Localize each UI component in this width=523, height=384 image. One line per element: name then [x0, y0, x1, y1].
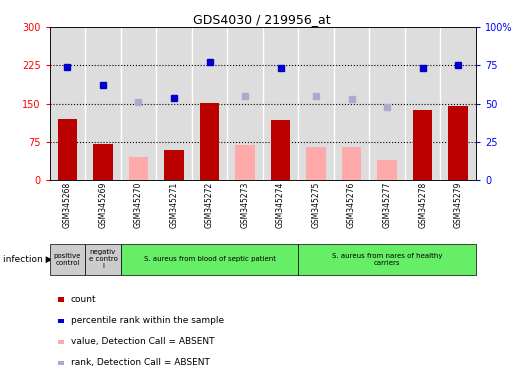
Bar: [93, 144, 113, 180]
Bar: [298, 27, 334, 180]
Text: S. aureus from nares of healthy
carriers: S. aureus from nares of healthy carriers: [332, 253, 442, 266]
Bar: [448, 106, 468, 180]
Bar: [129, 157, 148, 180]
Bar: [228, 27, 263, 180]
Bar: [440, 27, 476, 180]
Text: infection ▶: infection ▶: [3, 255, 52, 264]
Bar: [271, 120, 290, 180]
Text: S. aureus from blood of septic patient: S. aureus from blood of septic patient: [143, 256, 276, 262]
Bar: [156, 27, 192, 180]
Bar: [369, 27, 405, 180]
Text: percentile rank within the sample: percentile rank within the sample: [71, 316, 224, 325]
Bar: [263, 27, 298, 180]
Bar: [235, 145, 255, 180]
Bar: [50, 27, 85, 180]
Bar: [342, 147, 361, 180]
Text: negativ
e contro
l: negativ e contro l: [88, 249, 117, 269]
Bar: [334, 27, 369, 180]
Bar: [306, 147, 326, 180]
Bar: [200, 103, 219, 180]
Bar: [85, 27, 121, 180]
Bar: [378, 160, 397, 180]
Bar: [164, 150, 184, 180]
Text: count: count: [71, 295, 96, 304]
Bar: [413, 110, 433, 180]
Text: value, Detection Call = ABSENT: value, Detection Call = ABSENT: [71, 337, 214, 346]
Text: rank, Detection Call = ABSENT: rank, Detection Call = ABSENT: [71, 358, 210, 367]
Bar: [405, 27, 440, 180]
Bar: [192, 27, 228, 180]
Bar: [121, 27, 156, 180]
Text: GDS4030 / 219956_at: GDS4030 / 219956_at: [192, 13, 331, 26]
Bar: [58, 119, 77, 180]
Text: positive
control: positive control: [54, 253, 81, 266]
